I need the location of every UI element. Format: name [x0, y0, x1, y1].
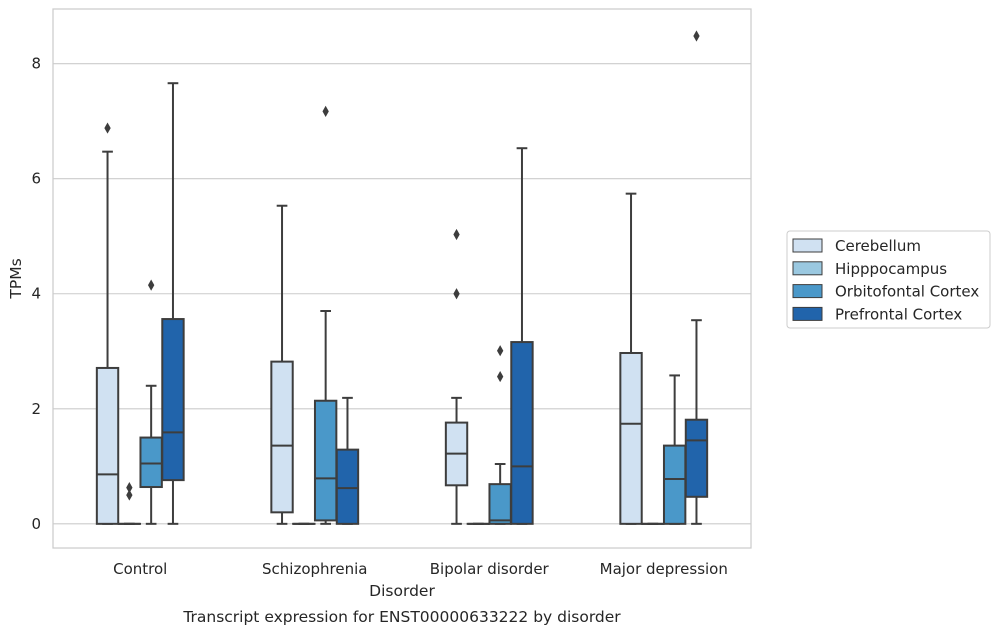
legend-label: Hipppocampus	[835, 260, 947, 278]
x-tick-label: Schizophrenia	[262, 560, 367, 578]
box-group	[139, 279, 163, 525]
x-ticks: Control Schizophrenia Bipolar disorder Majo…	[113, 560, 728, 578]
box	[139, 436, 163, 489]
outlier-point	[693, 30, 700, 42]
y-tick-label: 6	[31, 170, 41, 188]
box-group	[619, 192, 643, 525]
box	[510, 341, 534, 525]
box-group	[444, 228, 469, 525]
box	[488, 483, 512, 525]
box	[684, 418, 709, 498]
box-group	[488, 345, 512, 525]
box	[95, 366, 120, 525]
x-tick-label: Bipolar disorder	[430, 560, 550, 578]
outlier-point	[147, 279, 155, 291]
box-group	[510, 147, 534, 525]
box-group	[684, 30, 709, 525]
legend-swatch	[792, 261, 823, 276]
outlier-point	[453, 228, 460, 241]
boxes-layer	[95, 30, 709, 525]
box-group	[662, 374, 687, 525]
outlier-point	[453, 288, 460, 300]
box	[313, 399, 338, 522]
y-ticks: 0 2 4 6 8	[31, 55, 41, 533]
outlier-point	[496, 345, 504, 357]
legend-label: Orbitofontal Cortex	[835, 283, 979, 301]
y-axis-label: TPMs	[7, 258, 25, 299]
x-tick-label: Major depression	[600, 560, 728, 578]
x-tick-label: Control	[113, 560, 167, 578]
outlier-point	[126, 489, 133, 501]
box-group	[161, 82, 185, 525]
legend-label: Cerebellum	[835, 237, 921, 255]
box	[335, 448, 360, 525]
y-tick-label: 0	[31, 515, 41, 533]
box	[270, 360, 294, 514]
box-group	[270, 204, 294, 525]
y-tick-label: 8	[31, 55, 41, 73]
legend-swatch	[792, 306, 823, 321]
box-group	[335, 396, 360, 525]
outlier-point	[126, 481, 133, 494]
outlier-point	[322, 105, 329, 117]
legend-swatch	[792, 238, 823, 253]
y-tick-label: 4	[31, 285, 41, 303]
box-group	[117, 481, 142, 525]
box	[161, 318, 185, 482]
plot-frame	[52, 8, 752, 549]
legend: Cerebellum Hipppocampus Orbitofontal Corte…	[786, 230, 991, 329]
legend-frame	[786, 230, 991, 329]
outlier-point	[496, 370, 504, 383]
x-axis-label: Disorder	[369, 582, 435, 600]
y-tick-label: 2	[31, 400, 41, 418]
box-group	[313, 105, 338, 525]
box-group	[95, 122, 120, 525]
box	[662, 444, 687, 525]
legend-swatch	[792, 284, 823, 299]
legend-label: Prefrontal Cortex	[835, 305, 962, 323]
outlier-point	[104, 122, 111, 134]
chart-caption: Transcript expression for ENST0000063322…	[182, 608, 621, 626]
box	[619, 351, 643, 525]
